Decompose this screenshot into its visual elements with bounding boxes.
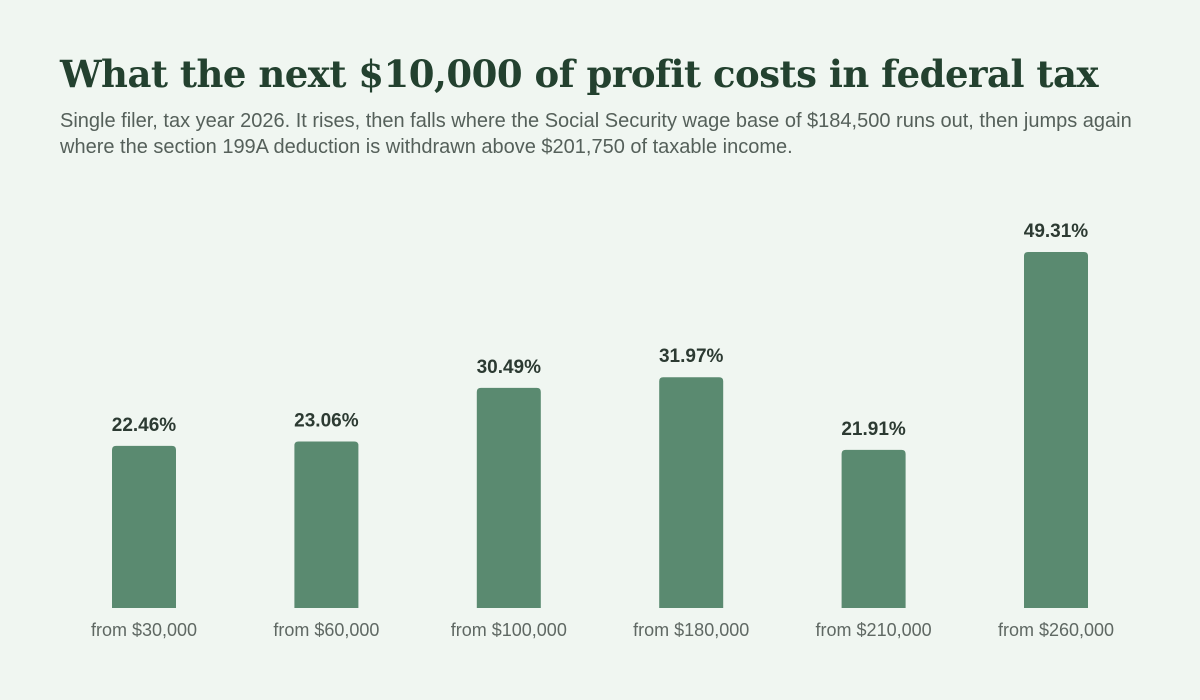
chart-subtitle: Single filer, tax year 2026. It rises, t… <box>60 110 1132 158</box>
bars-group <box>112 252 1088 608</box>
x-tick-label-4: from $180,000 <box>633 620 749 640</box>
bar-value-label-3: 30.49% <box>477 357 542 378</box>
bar-3 <box>476 387 541 608</box>
x-tick-labels-group: from $30,000 from $60,000 from $100,000 fro… <box>91 620 1114 640</box>
bar-2 <box>294 441 359 608</box>
bar-6 <box>1024 252 1088 608</box>
x-tick-label-3: from $100,000 <box>451 620 567 640</box>
x-tick-label-6: from $260,000 <box>998 620 1114 640</box>
bar-4 <box>659 377 724 608</box>
chart-title: What the next $10,000 of profit costs in… <box>60 52 1099 96</box>
bar-value-label-1: 22.46% <box>112 415 177 436</box>
bar-value-label-4: 31.97% <box>659 346 724 367</box>
bar-5 <box>841 449 906 608</box>
bar-value-label-2: 23.06% <box>294 411 359 432</box>
bar-value-label-5: 21.91% <box>841 419 906 440</box>
x-tick-label-2: from $60,000 <box>273 620 379 640</box>
bar-1 <box>112 445 176 608</box>
value-labels-group: 22.46% 23.06% 30.49% 31.97% 21.91% 49.31% <box>112 221 1089 440</box>
x-tick-label-5: from $210,000 <box>816 620 932 640</box>
bar-value-label-6: 49.31% <box>1024 221 1089 242</box>
x-tick-label-1: from $30,000 <box>91 620 197 640</box>
